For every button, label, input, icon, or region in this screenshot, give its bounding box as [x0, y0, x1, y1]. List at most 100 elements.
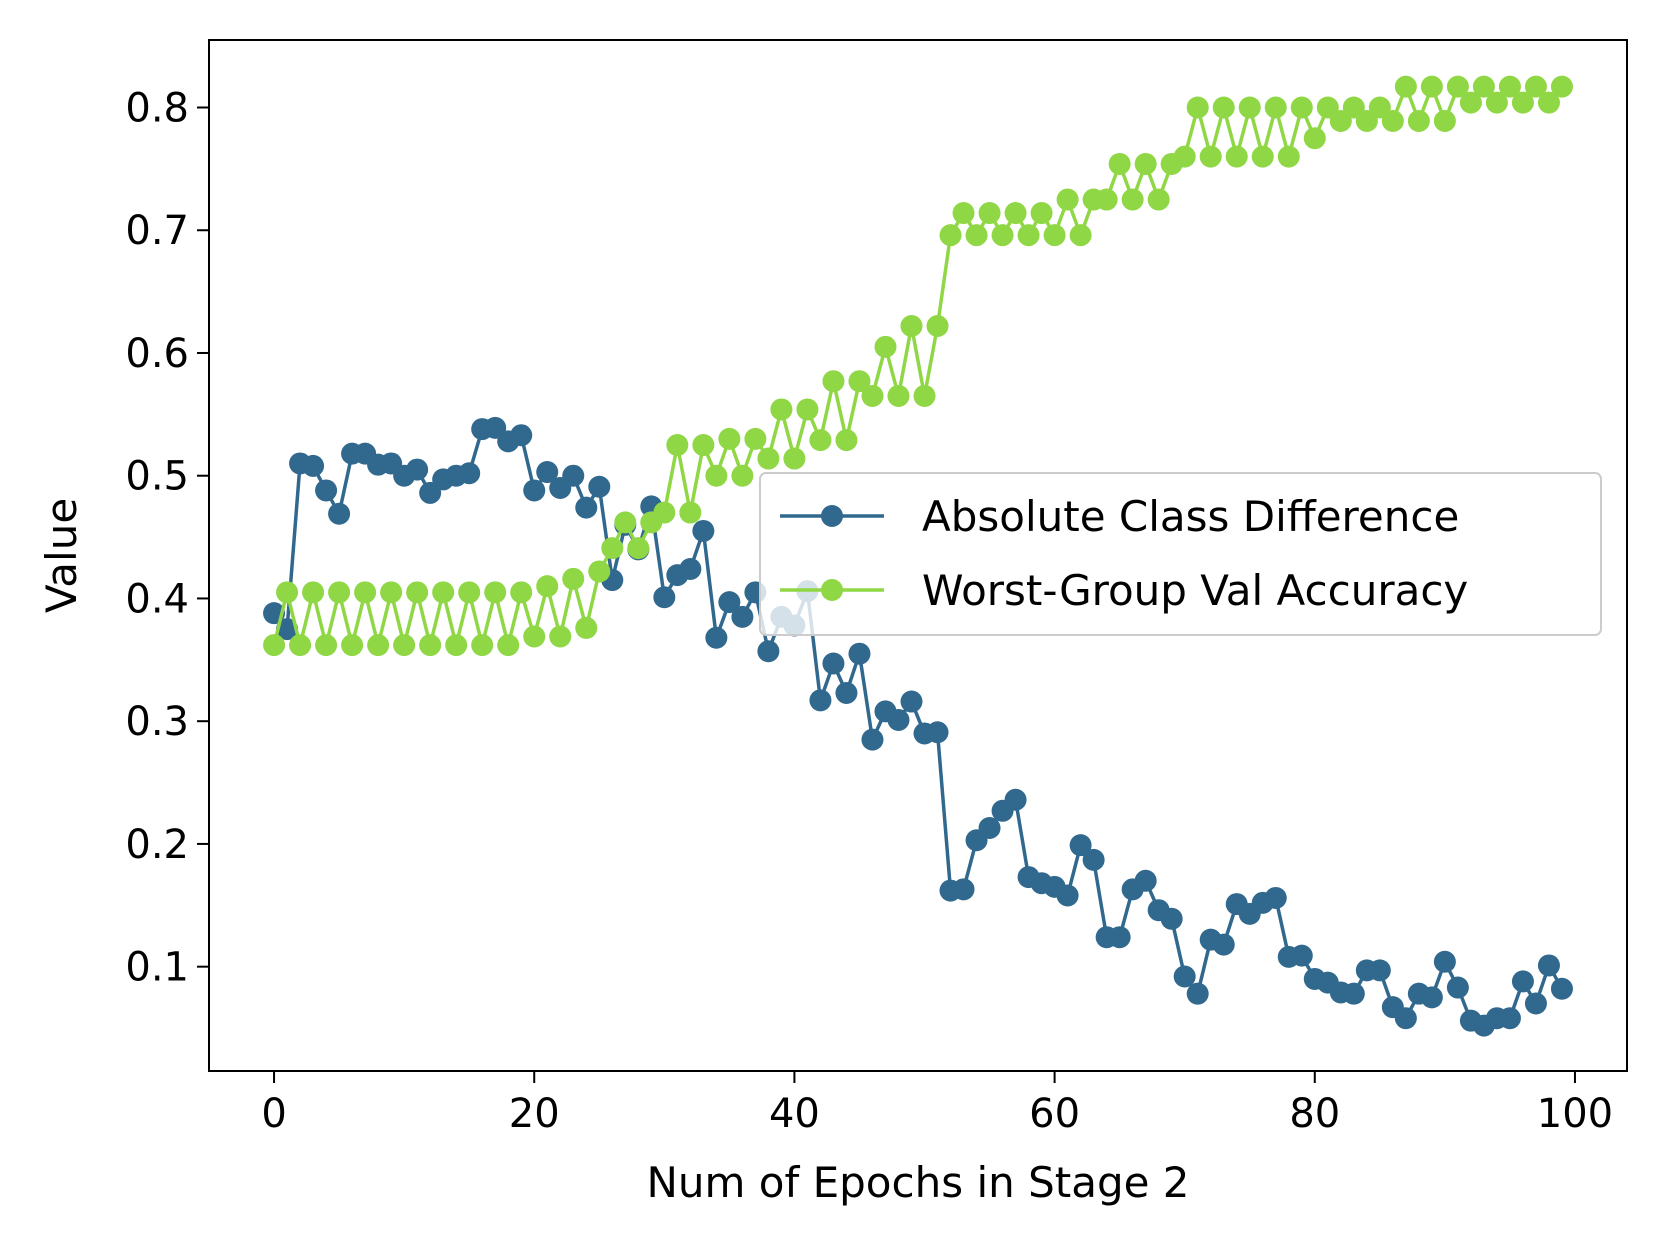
data-point-worst-group-val-accuracy — [835, 429, 858, 452]
data-point-worst-group-val-accuracy — [419, 634, 442, 657]
data-point-worst-group-val-accuracy — [1433, 110, 1456, 133]
data-point-worst-group-val-accuracy — [1030, 202, 1053, 225]
data-point-absolute-class-difference — [1004, 788, 1027, 811]
y-tick-label: 0.6 — [125, 331, 189, 377]
data-point-worst-group-val-accuracy — [848, 370, 871, 393]
data-point-absolute-class-difference — [887, 708, 910, 731]
data-point-worst-group-val-accuracy — [1498, 75, 1521, 98]
data-point-worst-group-val-accuracy — [900, 314, 923, 337]
data-point-absolute-class-difference — [1212, 933, 1235, 956]
y-tick-label: 0.3 — [125, 699, 189, 745]
data-point-absolute-class-difference — [1524, 992, 1547, 1015]
data-point-absolute-class-difference — [952, 878, 975, 901]
data-point-worst-group-val-accuracy — [1069, 224, 1092, 247]
data-point-worst-group-val-accuracy — [991, 224, 1014, 247]
data-point-absolute-class-difference — [315, 479, 338, 502]
data-point-worst-group-val-accuracy — [1134, 152, 1157, 175]
data-point-worst-group-val-accuracy — [783, 447, 806, 470]
data-point-worst-group-val-accuracy — [627, 537, 650, 560]
data-point-worst-group-val-accuracy — [484, 581, 507, 604]
data-point-worst-group-val-accuracy — [1511, 91, 1534, 114]
data-point-worst-group-val-accuracy — [1199, 145, 1222, 168]
data-point-worst-group-val-accuracy — [653, 501, 676, 524]
data-point-worst-group-val-accuracy — [705, 464, 728, 487]
data-point-absolute-class-difference — [1550, 977, 1573, 1000]
data-point-absolute-class-difference — [1394, 1007, 1417, 1030]
series-worst-group-val-accuracy — [263, 75, 1573, 657]
data-point-absolute-class-difference — [705, 626, 728, 649]
y-tick-label: 0.1 — [125, 945, 189, 991]
y-tick-label: 0.4 — [125, 576, 189, 622]
data-point-worst-group-val-accuracy — [1446, 75, 1469, 98]
data-point-worst-group-val-accuracy — [718, 427, 741, 450]
data-point-worst-group-val-accuracy — [1225, 145, 1248, 168]
data-point-worst-group-val-accuracy — [354, 581, 377, 604]
series-absolute-class-difference — [263, 416, 1573, 1037]
data-point-worst-group-val-accuracy — [1303, 127, 1326, 150]
data-point-worst-group-val-accuracy — [549, 625, 572, 648]
data-point-worst-group-val-accuracy — [757, 447, 780, 470]
data-point-worst-group-val-accuracy — [393, 634, 416, 657]
data-point-absolute-class-difference — [328, 502, 351, 525]
data-point-absolute-class-difference — [978, 816, 1001, 839]
x-tick-label: 60 — [1029, 1091, 1080, 1137]
data-point-worst-group-val-accuracy — [432, 581, 455, 604]
data-point-worst-group-val-accuracy — [692, 434, 715, 457]
data-point-absolute-class-difference — [575, 496, 598, 519]
data-point-worst-group-val-accuracy — [328, 581, 351, 604]
data-point-absolute-class-difference — [718, 591, 741, 614]
data-point-absolute-class-difference — [1420, 986, 1443, 1009]
data-point-absolute-class-difference — [302, 454, 325, 477]
data-point-absolute-class-difference — [510, 424, 533, 447]
data-point-absolute-class-difference — [588, 475, 611, 498]
data-point-absolute-class-difference — [679, 558, 702, 581]
data-point-worst-group-val-accuracy — [1095, 188, 1118, 211]
data-point-absolute-class-difference — [1134, 869, 1157, 892]
data-point-absolute-class-difference — [1511, 970, 1534, 993]
data-point-worst-group-val-accuracy — [601, 537, 624, 560]
data-point-absolute-class-difference — [1498, 1007, 1521, 1030]
data-point-absolute-class-difference — [1056, 884, 1079, 907]
x-tick-label: 0 — [261, 1091, 286, 1137]
data-point-absolute-class-difference — [1173, 965, 1196, 988]
x-tick-label: 80 — [1289, 1091, 1340, 1137]
data-point-absolute-class-difference — [1433, 950, 1456, 973]
legend-item-absolute-class-difference: Absolute Class Difference — [780, 492, 1459, 541]
data-point-absolute-class-difference — [731, 605, 754, 628]
data-point-worst-group-val-accuracy — [1407, 110, 1430, 133]
data-point-absolute-class-difference — [406, 458, 429, 481]
data-point-worst-group-val-accuracy — [731, 464, 754, 487]
data-point-worst-group-val-accuracy — [1017, 224, 1040, 247]
data-point-worst-group-val-accuracy — [952, 202, 975, 225]
y-axis: 0.1 0.2 0.3 0.4 0.5 0.6 0.7 0.8 — [125, 86, 209, 991]
data-point-absolute-class-difference — [1069, 834, 1092, 857]
data-point-absolute-class-difference — [523, 479, 546, 502]
data-point-absolute-class-difference — [1082, 848, 1105, 871]
legend: Absolute Class Difference Worst-Group Val… — [759, 472, 1602, 636]
x-tick-label: 40 — [769, 1091, 820, 1137]
data-point-absolute-class-difference — [926, 721, 949, 744]
data-point-absolute-class-difference — [1264, 886, 1287, 909]
legend-box — [759, 472, 1602, 636]
data-point-worst-group-val-accuracy — [1121, 188, 1144, 211]
data-point-worst-group-val-accuracy — [1420, 75, 1443, 98]
data-point-worst-group-val-accuracy — [588, 560, 611, 583]
data-point-worst-group-val-accuracy — [1108, 152, 1131, 175]
plot-frame — [208, 39, 1628, 1072]
data-point-worst-group-val-accuracy — [1173, 145, 1196, 168]
data-point-worst-group-val-accuracy — [770, 398, 793, 421]
data-point-worst-group-val-accuracy — [666, 434, 689, 457]
data-point-worst-group-val-accuracy — [562, 567, 585, 590]
x-axis: 0 20 40 60 80 100 — [261, 1071, 1613, 1137]
data-point-worst-group-val-accuracy — [1238, 96, 1261, 119]
legend-label: Absolute Class Difference — [922, 492, 1459, 541]
data-point-worst-group-val-accuracy — [302, 581, 325, 604]
x-tick-label: 20 — [509, 1091, 560, 1137]
y-axis-label: Value — [37, 498, 86, 613]
data-point-worst-group-val-accuracy — [744, 427, 767, 450]
data-point-worst-group-val-accuracy — [887, 384, 910, 407]
x-axis-label: Num of Epochs in Stage 2 — [646, 1158, 1189, 1207]
data-point-worst-group-val-accuracy — [939, 224, 962, 247]
data-point-absolute-class-difference — [757, 640, 780, 663]
